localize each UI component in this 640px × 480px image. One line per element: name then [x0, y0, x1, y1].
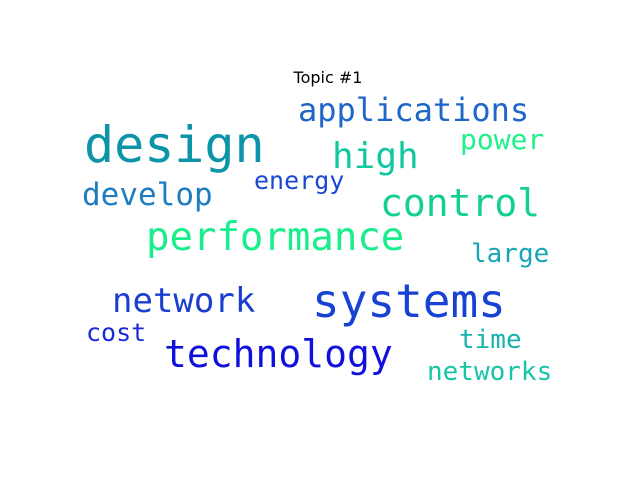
- word-time: time: [459, 325, 522, 355]
- word-power: power: [460, 123, 545, 156]
- word-performance: performance: [146, 215, 405, 260]
- word-applications: applications: [298, 91, 530, 129]
- word-technology: technology: [164, 332, 393, 376]
- word-cloud: design applications high power develop e…: [80, 90, 576, 390]
- chart-title: Topic #1: [293, 68, 363, 87]
- word-systems: systems: [312, 274, 506, 328]
- word-cost: cost: [86, 318, 147, 347]
- word-develop: develop: [82, 177, 213, 213]
- word-control: control: [380, 181, 541, 225]
- word-networks: networks: [427, 357, 553, 387]
- word-network: network: [112, 281, 256, 321]
- word-energy: energy: [254, 166, 345, 195]
- word-high: high: [332, 136, 419, 177]
- word-large: large: [471, 239, 550, 269]
- word-design: design: [84, 116, 265, 174]
